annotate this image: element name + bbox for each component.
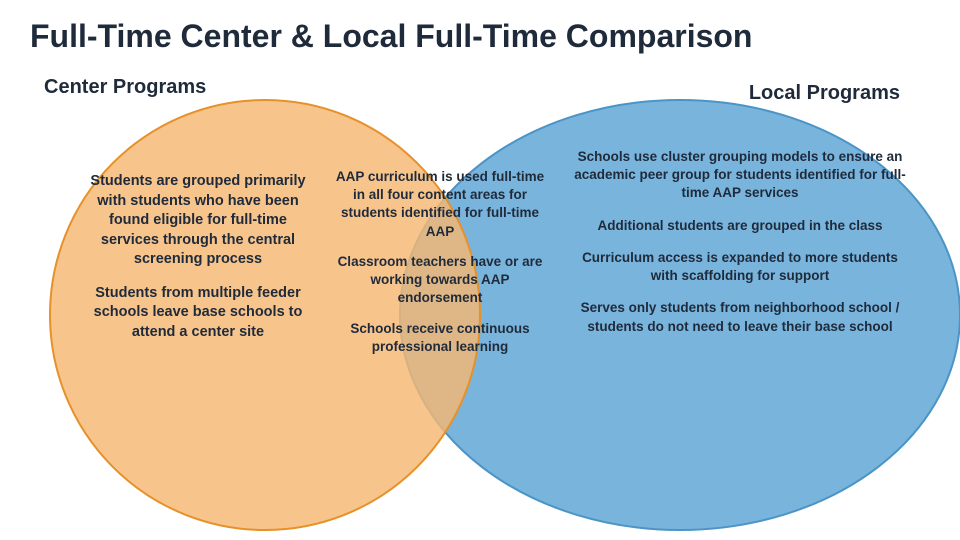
- venn-item: Students are grouped primarily with stud…: [78, 172, 318, 270]
- right-items: Schools use cluster grouping models to e…: [570, 148, 910, 336]
- venn-item: Serves only students from neighborhood s…: [570, 299, 910, 335]
- venn-item: Schools receive continuous professional …: [330, 320, 550, 356]
- venn-item: AAP curriculum is used full-time in all …: [330, 168, 550, 241]
- slide: Full-Time Center & Local Full-Time Compa…: [0, 0, 960, 540]
- venn-item: Students from multiple feeder schools le…: [78, 284, 318, 343]
- venn-item: Curriculum access is expanded to more st…: [570, 249, 910, 285]
- venn-item: Additional students are grouped in the c…: [570, 217, 910, 235]
- venn-item: Schools use cluster grouping models to e…: [570, 148, 910, 203]
- venn-item: Classroom teachers have or are working t…: [330, 253, 550, 308]
- overlap-items: AAP curriculum is used full-time in all …: [330, 168, 550, 356]
- left-items: Students are grouped primarily with stud…: [78, 172, 318, 343]
